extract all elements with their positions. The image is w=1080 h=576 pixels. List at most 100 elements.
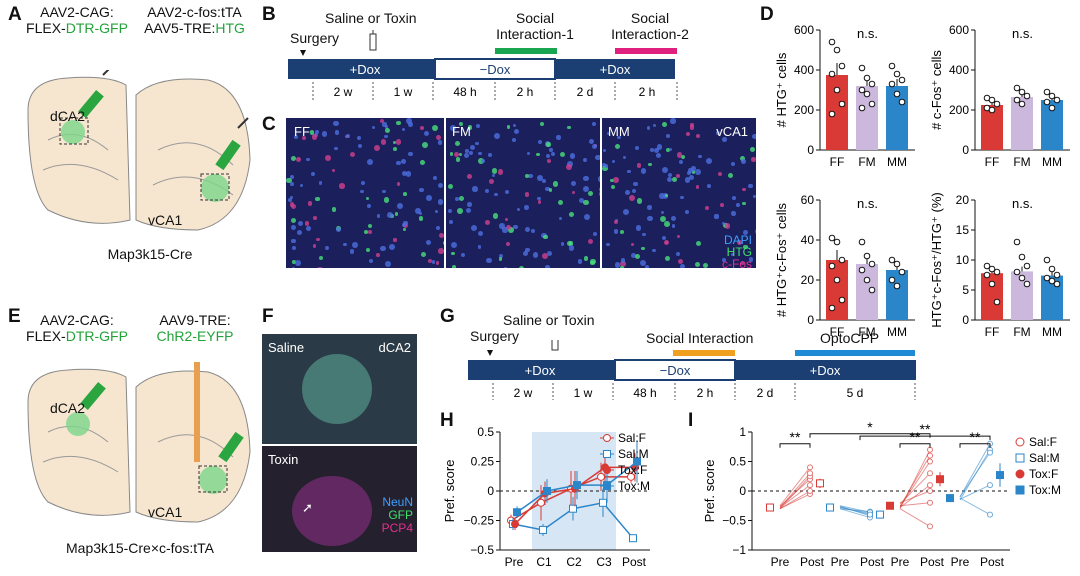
cell-dot (454, 196, 459, 201)
i-pair-line (899, 490, 931, 504)
i-pair-line (899, 508, 931, 527)
cell-dot (311, 134, 318, 140)
cell-dot (569, 153, 576, 159)
cell-dot (307, 201, 313, 206)
cell-dot (606, 242, 610, 247)
cell-dot (484, 189, 489, 194)
cell-dot (740, 260, 745, 265)
cell-dot (722, 137, 727, 142)
cell-dot (546, 141, 551, 147)
cell-dot (610, 178, 614, 182)
i-y-tick-label: 0.5 (729, 455, 746, 469)
i-x-tick-label: Pre (831, 555, 850, 569)
h-point (597, 472, 605, 481)
cell-dot (436, 225, 441, 231)
cell-dot (737, 239, 743, 245)
c-image-fm: FM (446, 118, 600, 268)
h-legend-label: Tox:F (618, 463, 647, 477)
f-image-toxin: Toxin ➚ NeuN GFP PCP4 (262, 446, 417, 552)
cell-dot (629, 195, 636, 202)
cell-dot (611, 159, 615, 163)
a-region-2: vCA1 (148, 212, 183, 228)
h-legend-marker (603, 466, 611, 474)
d-data-point (1023, 280, 1031, 288)
cell-dot (647, 205, 652, 210)
d-y-tick-label: 5 (962, 283, 969, 297)
d-data-point (898, 98, 906, 106)
f-legend: NeuN GFP PCP4 (382, 496, 413, 535)
d-data-point (1053, 271, 1061, 279)
i-legend-marker (1015, 437, 1025, 447)
h-point (569, 504, 577, 513)
cell-dot (491, 168, 497, 174)
cell-dot (591, 121, 596, 126)
cell-dot (405, 171, 412, 177)
g-opto-bar (795, 350, 915, 356)
g-dur-2: 1 w (574, 386, 593, 400)
cell-dot (465, 208, 472, 214)
d-y-tick-label: 0 (962, 313, 969, 327)
cell-dot (451, 242, 458, 249)
d-data-point (828, 110, 836, 118)
cell-dot (645, 264, 650, 268)
i-individual-point (927, 482, 933, 489)
cell-dot (567, 125, 571, 130)
i-sig-label: ** (910, 429, 921, 445)
cell-dot (433, 175, 438, 180)
cell-dot (295, 260, 301, 266)
cell-dot (466, 173, 473, 180)
d-data-point (1043, 274, 1051, 282)
cell-dot (471, 224, 478, 231)
g-surgery: Surgery (470, 328, 520, 344)
cell-dot (467, 125, 473, 130)
cell-dot (414, 207, 421, 214)
h-legend-label: Sal:M (618, 447, 649, 461)
cell-dot (591, 143, 597, 149)
cell-dot (565, 163, 572, 170)
h-legend-marker (603, 450, 611, 458)
b-syringe-icon (369, 30, 377, 51)
d-data-point (1013, 268, 1021, 276)
d-data-point (1023, 92, 1031, 100)
cell-dot (432, 125, 438, 132)
c-image-ff: FF (286, 118, 444, 268)
cell-dot (291, 260, 296, 264)
cell-dot (313, 216, 317, 220)
d-data-point (863, 74, 871, 82)
d-x-tick-label: MM (1042, 155, 1062, 169)
d-data-point (1048, 265, 1056, 273)
d-data-point (898, 268, 906, 276)
cell-dot (290, 196, 294, 200)
cell-dot (661, 167, 668, 174)
cell-dot (695, 240, 701, 246)
cell-dot (679, 264, 685, 268)
cell-dot (438, 232, 444, 238)
cell-dot (599, 187, 600, 193)
cell-dot (458, 152, 462, 156)
h-legend-marker (603, 482, 611, 490)
d-data-point (863, 90, 871, 98)
cell-dot (558, 199, 564, 205)
d-data-point (1043, 88, 1051, 96)
cell-dot (345, 133, 351, 139)
cell-dot (602, 163, 606, 167)
cell-dot (437, 199, 444, 205)
cell-dot (304, 221, 310, 226)
cell-dot (688, 168, 693, 173)
cell-dot (357, 136, 362, 141)
cell-dot (695, 133, 700, 138)
cell-dot (568, 240, 574, 246)
cell-dot (620, 229, 625, 234)
cell-dot (296, 156, 301, 162)
cell-dot (588, 139, 594, 145)
a-vec1-green: DTR-GFP (65, 20, 128, 36)
d-data-point (893, 260, 901, 268)
i-group-sal-f (766, 464, 824, 512)
i-legend-label: Tox:M (1029, 483, 1061, 497)
h-y-tick-label: −0.5 (470, 543, 494, 557)
cell-dot (448, 220, 453, 224)
i-x-tick-label: Post (920, 555, 945, 569)
i-pair-line (779, 467, 811, 507)
h-x-tick-label: C2 (566, 555, 582, 569)
cell-dot (294, 134, 298, 139)
